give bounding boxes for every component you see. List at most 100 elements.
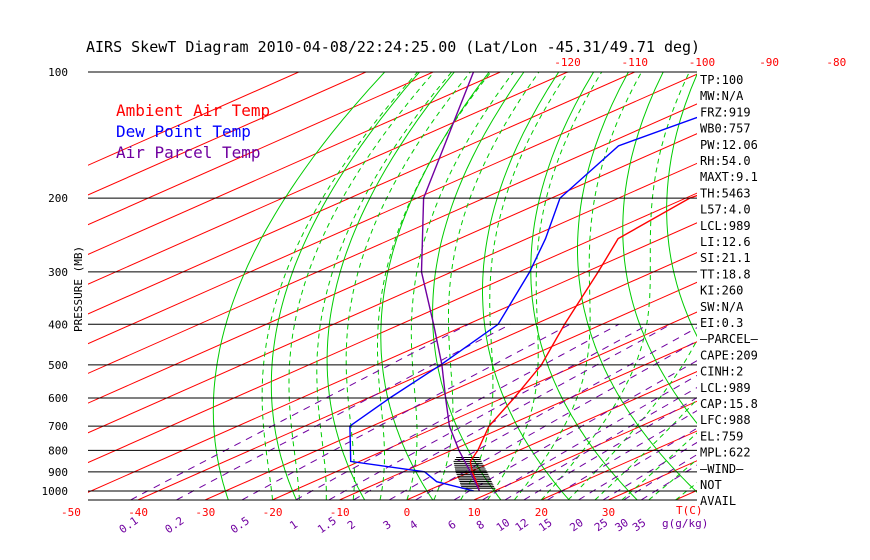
- dry-adiabat-line: [270, 72, 420, 500]
- dry-adiabat-line: [212, 72, 386, 500]
- series-line-ambient-air-temp: [469, 194, 697, 492]
- index-entry: TP:100: [700, 73, 743, 87]
- dry-adiabat-line: [751, 72, 870, 500]
- isotherm-line: [205, 281, 697, 500]
- isotherm-line: [272, 311, 697, 500]
- moist-adiabat-line: [567, 338, 697, 500]
- legend-entry: Dew Point Temp: [116, 122, 251, 141]
- bottom-temp-tick-label: -20: [263, 506, 283, 519]
- index-entry: —PARCEL—: [700, 332, 759, 346]
- series-line-air-parcel-temp: [420, 72, 481, 492]
- moist-adiabat-line: [345, 72, 471, 500]
- mixing-ratio-line: [415, 340, 697, 500]
- pressure-tick-label: 800: [48, 444, 68, 457]
- isotherm-line: [88, 133, 697, 404]
- dry-adiabat-line: [482, 72, 570, 500]
- top-temp-tick-label: -100: [689, 56, 716, 69]
- index-entry: AVAIL: [700, 494, 736, 508]
- top-temp-tick-label: -90: [759, 56, 779, 69]
- index-entry: LFC:988: [700, 413, 751, 427]
- x-axis-label: T(C): [676, 504, 703, 517]
- top-temp-tick-label: -120: [554, 56, 581, 69]
- index-entry: KI:260: [700, 284, 743, 298]
- moist-adiabat-line: [621, 432, 697, 500]
- isotherm-line: [339, 341, 697, 500]
- moist-adiabat-line: [261, 72, 418, 500]
- mixing-ratio-tick-label: 10: [494, 516, 512, 534]
- y-axis-label: PRESSURE (MB): [72, 246, 85, 332]
- moist-adiabat-line: [377, 72, 492, 500]
- cape-hatch: [453, 457, 495, 489]
- mixing-ratio-tick-label: 4: [407, 518, 420, 533]
- index-entry: SI:21.1: [700, 251, 751, 265]
- pressure-tick-label: 600: [48, 392, 68, 405]
- moist-adiabat-line: [648, 458, 697, 500]
- mixing-ratio-line: [295, 323, 620, 500]
- bottom-temp-tick-label: 20: [535, 506, 548, 519]
- pressure-tick-label: 1000: [42, 485, 69, 498]
- isotherm-line: [406, 370, 697, 500]
- bottom-temp-tick-label: 0: [404, 506, 411, 519]
- mixing-ratio-tick-label: 20: [567, 516, 585, 534]
- isotherm-line: [88, 73, 697, 345]
- mixing-ratio-line: [547, 410, 697, 500]
- isotherm-line: [473, 400, 697, 500]
- index-entry: TT:18.8: [700, 267, 751, 281]
- mixing-ratio-line: [130, 323, 469, 500]
- top-temp-tick-label: -80: [826, 56, 846, 69]
- mixing-ratio-line: [389, 327, 697, 500]
- index-entry: LI:12.6: [700, 235, 751, 249]
- moist-adiabat-line: [540, 72, 690, 500]
- index-entry: SW:N/A: [700, 300, 744, 314]
- isotherm-line: [88, 72, 299, 166]
- moist-adiabat-line: [460, 72, 569, 500]
- mixing-ratio-line: [241, 323, 571, 500]
- pressure-tick-label: 500: [48, 359, 68, 372]
- mixing-ratio-line: [578, 427, 697, 500]
- dry-adiabat-line: [577, 72, 697, 493]
- pressure-tick-label: 700: [48, 420, 68, 433]
- index-entry: CINH:2: [700, 365, 743, 379]
- mixing-ratio-tick-label: 8: [474, 518, 487, 532]
- mixing-ratio-line: [482, 374, 697, 500]
- index-entry: EI:0.3: [700, 316, 743, 330]
- isotherm-line: [743, 72, 870, 500]
- pressure-tick-label: 200: [48, 192, 68, 205]
- mixing-ratio-line: [176, 323, 511, 500]
- index-entry: WB0:757: [700, 122, 751, 136]
- index-entry: TH:5463: [700, 186, 751, 200]
- dry-adiabat-line: [326, 72, 455, 500]
- bottom-temp-tick-label: -50: [61, 506, 81, 519]
- mixing-ratio-tick-label: 1: [287, 518, 300, 532]
- isotherm-line: [88, 72, 635, 315]
- mixing-ratio-line: [328, 323, 650, 500]
- mixing-ratio-tick-label: 0.2: [163, 514, 187, 536]
- index-entry: CAP:15.8: [700, 397, 758, 411]
- index-entry: EL:759: [700, 429, 743, 443]
- isotherm-line: [88, 72, 367, 196]
- index-entry: RH:54.0: [700, 154, 751, 168]
- dry-adiabat-line: [791, 72, 870, 500]
- index-entry: MW:N/A: [700, 89, 744, 103]
- moist-adiabat-line: [514, 72, 643, 500]
- mixing-ratio-tick-label: 15: [536, 516, 554, 534]
- chart-title: AIRS SkewT Diagram 2010-04-08/22:24:25.0…: [86, 38, 700, 56]
- index-entry: MPL:622: [700, 446, 751, 460]
- isotherm-line: [88, 192, 697, 464]
- mixing-ratio-tick-label: 35: [630, 516, 648, 534]
- index-entry: —WIND—: [700, 462, 744, 476]
- legend-entry: Ambient Air Temp: [116, 101, 270, 120]
- index-entry: L57:4.0: [700, 203, 751, 217]
- legend-entry: Air Parcel Temp: [116, 143, 261, 162]
- moist-adiabat-line: [316, 72, 452, 500]
- isotherm-line: [88, 72, 501, 255]
- mixing-ratio-tick-label: 25: [592, 516, 610, 534]
- moist-adiabat-line: [288, 72, 435, 500]
- index-entry: MAXT:9.1: [700, 170, 758, 184]
- index-entry: LCL:989: [700, 381, 751, 395]
- dry-adiabat-line: [432, 72, 525, 500]
- dry-adiabat-line: [530, 72, 638, 500]
- index-entry: CAPE:209: [700, 348, 758, 362]
- dry-adiabat-line: [830, 72, 870, 500]
- dry-adiabat-line: [666, 73, 697, 338]
